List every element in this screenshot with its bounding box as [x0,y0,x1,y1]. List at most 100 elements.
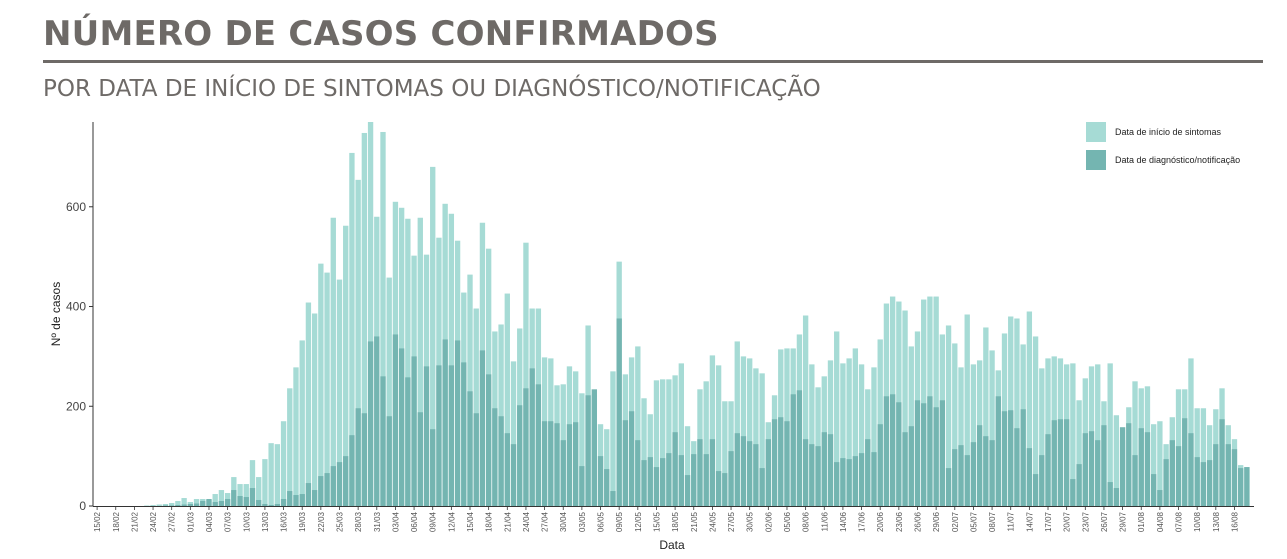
x-tick-label: 28/03 [354,511,363,532]
bar-notification [492,408,498,506]
x-tick-label: 26/07 [1100,511,1109,532]
bar-notification [660,458,666,506]
bar-notification [765,439,772,506]
bar-notification [374,336,380,506]
bar-symptom-onset [715,365,722,506]
bar-notification [653,467,660,506]
bar-symptom-onset [753,368,759,506]
bar-notification [927,396,933,506]
bar-notification [206,499,212,506]
bar-symptom-onset [709,355,716,506]
x-tick-label: 13/03 [261,511,270,532]
bar-notification [579,466,585,506]
bar-notification [1238,468,1244,506]
x-tick-label: 24/02 [149,511,158,532]
bar-notification [691,454,697,506]
bar-notification [280,499,287,506]
bar-notification [268,505,274,506]
bar-notification [461,362,467,506]
bar-notification [921,403,927,506]
bar-notification [747,441,753,506]
x-tick-label: 20/07 [1063,511,1072,532]
x-tick-label: 22/03 [317,511,326,532]
x-tick-label: 30/05 [746,511,755,532]
bar-symptom-onset [280,421,287,506]
x-tick-label: 16/03 [280,511,289,532]
x-tick-label: 23/06 [895,511,904,532]
bar-notification [1244,467,1250,506]
legend-swatch [1086,150,1106,170]
x-tick-label: 26/06 [913,511,922,532]
bar-notification [311,490,318,506]
bar-notification [647,457,653,506]
bar-notification [939,400,946,506]
bar-symptom-onset [1039,368,1045,506]
bar-notification [479,350,486,506]
x-tick-label: 24/05 [708,511,717,532]
x-tick-label: 04/08 [1156,511,1165,532]
x-tick-labels: 15/02 18/02 21/02 24/02 27/02 01/03 04/03 07/03… [93,507,1239,532]
bar-symptom-onset [287,388,293,506]
bar-notification [591,389,597,506]
bar-notification [175,505,181,506]
bar-notification [728,451,734,506]
bar-notification [274,504,281,506]
bar-symptom-onset [1200,408,1207,506]
bar-symptom-onset [834,331,840,506]
bar-notification [740,436,747,506]
x-tick-label: 21/02 [130,511,139,532]
bar-notification [566,424,573,506]
bar-symptom-onset [1157,421,1163,506]
x-tick-label: 25/03 [335,511,344,532]
bar-notification [610,491,616,506]
x-tick-label: 17/07 [1044,511,1053,532]
bar-notification [1119,427,1126,506]
bar-notification [193,503,200,506]
bar-notification [1231,449,1238,506]
bar-symptom-onset [933,296,939,506]
bar-notification [485,374,492,506]
bar-notification [666,453,672,506]
bar-symptom-onset [1032,336,1039,506]
x-tick-label: 27/02 [168,511,177,532]
bar-notification [616,318,622,506]
x-tick-label: 07/03 [224,511,233,532]
bar-notification [1206,460,1213,506]
bar-notification [330,466,336,506]
bar-notification [1001,411,1008,506]
bar-symptom-onset [473,308,479,506]
bar-symptom-onset [380,131,386,506]
bar-notification [560,440,566,506]
bar-notification [324,473,330,506]
bar-notification [200,501,206,506]
x-tick-label: 21/05 [690,511,699,532]
x-tick-label: 14/07 [1025,511,1034,532]
x-tick-label: 01/03 [186,511,195,532]
bar-symptom-onset [858,364,865,506]
bar-notification [398,348,405,506]
bar-notification [318,476,324,506]
x-tick-label: 13/08 [1212,511,1221,532]
x-tick-label: 05/07 [969,511,978,532]
bar-symptom-onset [827,360,834,506]
bar-symptom-onset [1045,358,1051,506]
bar-notification [1008,410,1014,506]
x-tick-label: 30/04 [559,511,568,532]
bar-symptom-onset [361,132,368,506]
bar-notification [1107,482,1113,506]
bar-notification [858,453,865,506]
bar-notification [1144,432,1151,506]
x-tick-label: 10/08 [1193,511,1202,532]
x-tick-label: 19/03 [298,511,307,532]
bar-symptom-onset [386,277,392,506]
bar-notification [448,365,455,506]
x-tick-label: 18/02 [112,511,121,532]
x-tick-label: 05/06 [783,511,792,532]
x-tick-label: 16/08 [1230,511,1239,532]
bar-symptom-onset [983,327,989,506]
x-tick-label: 21/04 [503,511,512,532]
bar-notification [249,488,256,506]
bar-symptom-onset [311,313,318,506]
bar-notification [349,435,355,506]
bar-notification [454,340,461,506]
